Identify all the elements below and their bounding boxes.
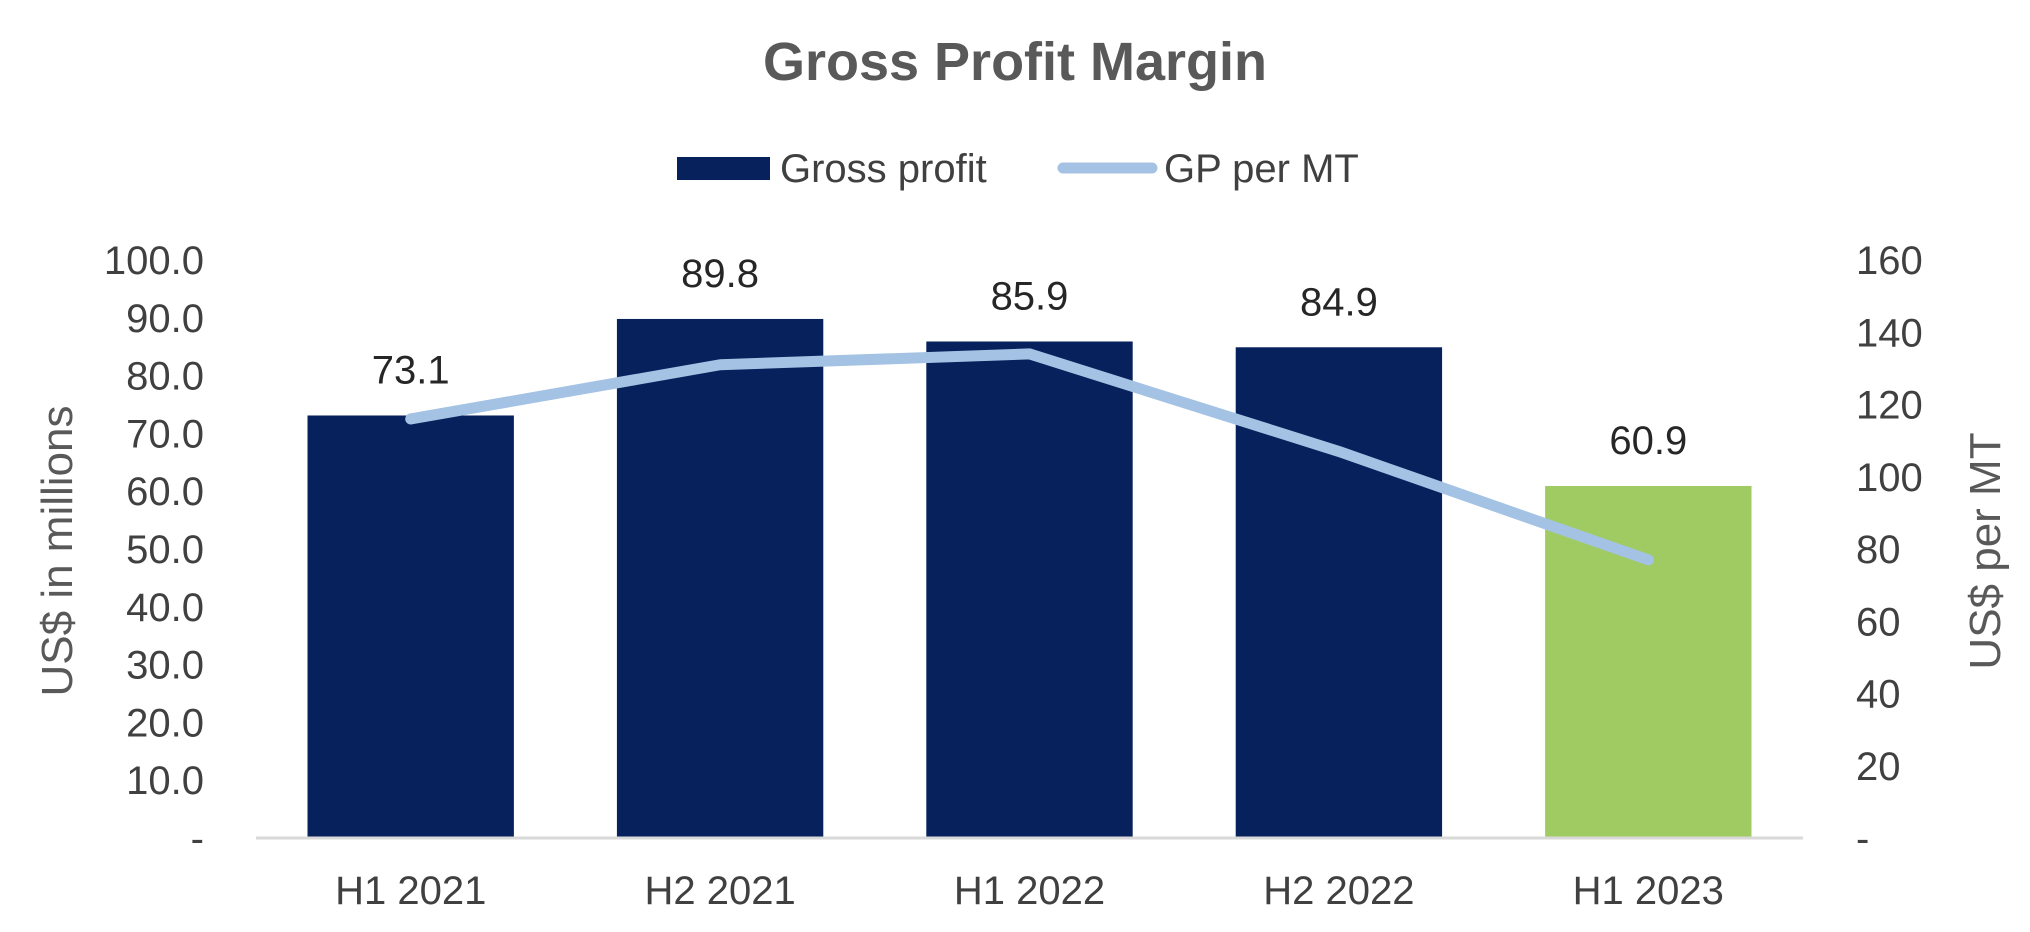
y-tick-right: 80 [1856, 528, 1901, 572]
bar-data-label: 73.1 [372, 348, 450, 392]
y-tick-left: 70.0 [126, 412, 204, 456]
gp-per-mt-line-series [405, 348, 1654, 566]
bar [926, 341, 1133, 838]
y-tick-right: 60 [1856, 600, 1901, 644]
x-category-label: H1 2021 [335, 869, 486, 913]
y-tick-left: 30.0 [126, 644, 204, 688]
legend-swatch-gross-profit [677, 157, 770, 180]
x-category-label: H1 2023 [1573, 869, 1724, 913]
bar-data-label: 85.9 [991, 274, 1069, 318]
y-tick-left: 10.0 [126, 759, 204, 803]
y-tick-right: 100 [1856, 456, 1923, 500]
y-tick-right: 20 [1856, 745, 1901, 789]
y-axis-left-ticks: - 10.0 20.0 30.0 40.0 50.0 60.0 70.0 80.0 90.0 100… [104, 239, 204, 861]
x-axis-category-labels: H1 2021 H2 2021 H1 2022 H2 2022 H1 2023 [335, 869, 1724, 913]
chart-title: Gross Profit Margin [763, 32, 1267, 92]
y-tick-left: 90.0 [126, 297, 204, 341]
bar-data-label: 89.8 [681, 252, 759, 296]
y-axis-right-ticks: - 20 40 60 80 100 120 140 160 [1856, 239, 1923, 861]
y-tick-left: 50.0 [126, 528, 204, 572]
bar [616, 318, 824, 838]
y-tick-left: 80.0 [126, 355, 204, 399]
y-tick-left: - [191, 817, 204, 861]
x-category-label: H1 2022 [954, 869, 1105, 913]
y-tick-right: 120 [1856, 384, 1923, 428]
bar [1545, 485, 1752, 838]
bar [1235, 347, 1443, 838]
legend: Gross profit GP per MT [677, 147, 1359, 191]
y-tick-right: - [1856, 817, 1869, 861]
y-tick-right: 160 [1856, 239, 1923, 283]
bar-data-label: 60.9 [1609, 419, 1687, 463]
legend-label-gp-per-mt: GP per MT [1164, 147, 1359, 191]
x-category-label: H2 2021 [644, 869, 795, 913]
x-category-label: H2 2022 [1263, 869, 1414, 913]
y-axis-title-right: US$ per MT [1961, 432, 2010, 669]
y-tick-left: 100.0 [104, 239, 204, 283]
bar-data-labels: 73.1 89.8 85.9 84.9 60.9 [372, 252, 1687, 463]
y-tick-left: 60.0 [126, 470, 204, 514]
y-tick-left: 20.0 [126, 701, 204, 745]
y-tick-right: 40 [1856, 673, 1901, 717]
bar-data-label: 84.9 [1300, 280, 1378, 324]
bar [307, 415, 514, 838]
y-tick-left: 40.0 [126, 586, 204, 630]
legend-label-gross-profit: Gross profit [780, 147, 987, 191]
y-axis-title-left: US$ in millions [33, 406, 82, 697]
y-tick-right: 140 [1856, 311, 1923, 355]
